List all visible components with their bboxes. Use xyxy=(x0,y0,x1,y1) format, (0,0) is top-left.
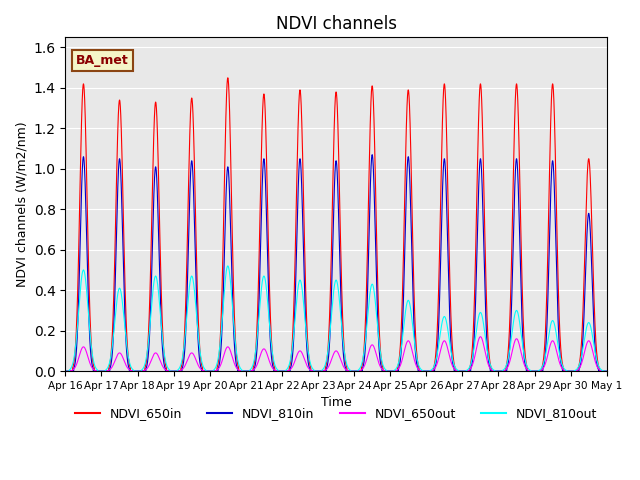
NDVI_810in xyxy=(172,368,179,374)
Line: NDVI_810in: NDVI_810in xyxy=(65,155,607,371)
NDVI_810out xyxy=(603,368,611,374)
NDVI_650in xyxy=(177,364,185,370)
NDVI_810out xyxy=(264,304,272,310)
Line: NDVI_810out: NDVI_810out xyxy=(65,266,607,371)
Line: NDVI_650out: NDVI_650out xyxy=(65,337,607,371)
NDVI_650out xyxy=(61,368,69,374)
X-axis label: Time: Time xyxy=(321,396,351,409)
NDVI_810out xyxy=(61,368,69,374)
Text: BA_met: BA_met xyxy=(76,54,129,67)
NDVI_650out xyxy=(477,334,484,340)
NDVI_810in xyxy=(601,368,609,374)
Y-axis label: NDVI channels (W/m2/nm): NDVI channels (W/m2/nm) xyxy=(15,121,28,287)
NDVI_650out xyxy=(411,358,419,364)
NDVI_650in xyxy=(603,368,611,374)
NDVI_810out xyxy=(172,368,179,374)
NDVI_650in xyxy=(488,368,495,374)
NDVI_650out xyxy=(603,368,611,374)
Legend: NDVI_650in, NDVI_810in, NDVI_650out, NDVI_810out: NDVI_650in, NDVI_810in, NDVI_650out, NDV… xyxy=(70,402,602,425)
NDVI_810in xyxy=(61,368,69,374)
NDVI_810in xyxy=(411,338,419,344)
Line: NDVI_650in: NDVI_650in xyxy=(65,78,607,371)
NDVI_810out xyxy=(224,263,232,269)
NDVI_810in xyxy=(264,273,272,279)
NDVI_650out xyxy=(264,354,272,360)
NDVI_650out xyxy=(177,367,185,373)
NDVI_810out xyxy=(177,360,185,366)
NDVI_810in xyxy=(177,368,185,374)
NDVI_810out xyxy=(601,368,609,374)
NDVI_810out xyxy=(411,340,419,346)
NDVI_650in xyxy=(411,311,419,316)
NDVI_650out xyxy=(601,368,609,374)
NDVI_810in xyxy=(603,368,611,374)
Title: NDVI channels: NDVI channels xyxy=(276,15,397,33)
NDVI_810in xyxy=(369,152,376,157)
NDVI_650out xyxy=(172,368,179,374)
NDVI_810in xyxy=(488,368,495,374)
NDVI_650in xyxy=(601,368,609,374)
NDVI_650in xyxy=(61,368,69,374)
NDVI_650in xyxy=(224,75,232,81)
NDVI_810out xyxy=(488,365,495,371)
NDVI_650in xyxy=(172,368,179,374)
NDVI_650out xyxy=(488,367,495,373)
NDVI_650in xyxy=(264,227,272,233)
